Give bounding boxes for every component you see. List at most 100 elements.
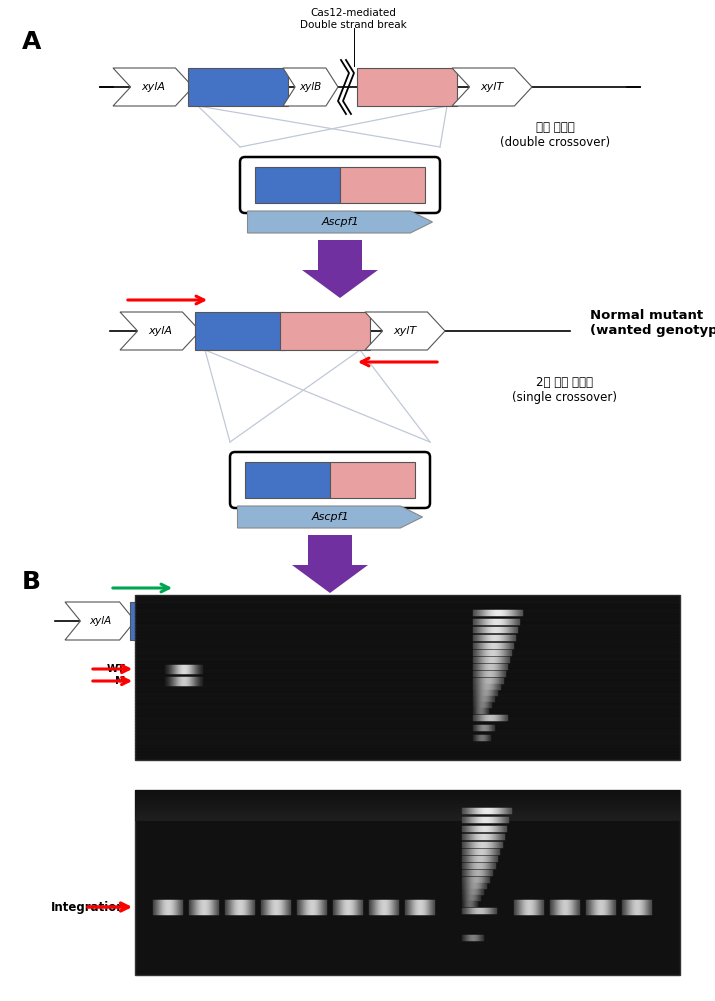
Bar (308, 535, 352, 565)
Bar (135, 724, 680, 726)
Bar (135, 604, 680, 606)
Bar (135, 673, 680, 675)
Bar (135, 655, 680, 657)
Bar (135, 819, 680, 821)
Bar (330, 462, 415, 498)
Bar (135, 595, 680, 597)
Bar (135, 736, 680, 738)
Bar (135, 622, 680, 624)
Bar (135, 742, 680, 744)
Bar (135, 676, 680, 678)
Bar (340, 167, 425, 203)
Bar (135, 661, 680, 663)
Bar (135, 804, 680, 806)
Bar (135, 748, 680, 750)
Bar (135, 811, 680, 813)
Bar (135, 721, 680, 723)
Bar (135, 715, 680, 717)
Bar (135, 700, 680, 702)
Bar (135, 733, 680, 735)
Bar (135, 706, 680, 708)
Text: 상동 재조합
(double crossover): 상동 재조합 (double crossover) (500, 121, 610, 149)
Polygon shape (292, 565, 368, 593)
Bar (135, 812, 680, 814)
Polygon shape (247, 211, 433, 233)
Bar (135, 718, 680, 720)
Bar (135, 616, 680, 618)
Text: xylT: xylT (393, 326, 417, 336)
Bar (188, 68, 288, 106)
Text: B: B (22, 570, 41, 594)
Bar (195, 312, 285, 350)
Bar (135, 652, 680, 654)
Bar (135, 791, 680, 793)
Bar (135, 598, 680, 600)
Text: Ascpf1: Ascpf1 (321, 217, 359, 227)
Text: Integration: Integration (50, 901, 125, 914)
Bar (135, 646, 680, 648)
FancyBboxPatch shape (230, 452, 430, 508)
Text: xylB: xylB (300, 82, 322, 92)
Bar (135, 688, 680, 690)
Bar (135, 817, 680, 819)
Text: xylT: xylT (480, 82, 503, 92)
Text: xylA: xylA (141, 82, 165, 92)
Bar (357, 68, 457, 106)
Bar (135, 757, 680, 759)
Bar (135, 802, 680, 804)
Text: WT: WT (107, 664, 125, 674)
Polygon shape (65, 602, 135, 640)
Bar (135, 664, 680, 666)
Polygon shape (113, 68, 193, 106)
Bar (135, 697, 680, 699)
Bar (135, 809, 680, 811)
Bar (135, 694, 680, 696)
Polygon shape (237, 506, 423, 528)
Bar (135, 818, 680, 820)
Text: xylT: xylT (609, 616, 631, 626)
Bar (280, 312, 370, 350)
Bar (135, 634, 680, 636)
Bar (500, 602, 590, 640)
Bar (135, 619, 680, 621)
Bar (135, 691, 680, 693)
Text: M: M (114, 676, 125, 686)
Bar (135, 790, 680, 792)
Bar (135, 643, 680, 645)
Bar (135, 745, 680, 747)
Text: 2차 상동 재조합
(single crossover): 2차 상동 재조합 (single crossover) (513, 376, 618, 404)
Bar (135, 793, 680, 795)
Bar (255, 167, 340, 203)
Bar (135, 649, 680, 651)
Bar (135, 601, 680, 603)
Bar (135, 815, 680, 817)
Bar (135, 703, 680, 705)
Bar (135, 796, 680, 798)
Bar (135, 794, 680, 796)
Bar (135, 670, 680, 672)
Bar (135, 682, 680, 684)
Polygon shape (365, 312, 445, 350)
Text: Cas12-mediated
Double strand break: Cas12-mediated Double strand break (300, 8, 407, 30)
Bar (135, 607, 680, 609)
Bar (135, 685, 680, 687)
Bar (130, 602, 180, 640)
Bar (135, 810, 680, 812)
Bar (135, 679, 680, 681)
Bar (135, 613, 680, 615)
Bar (135, 801, 680, 803)
FancyBboxPatch shape (240, 157, 440, 213)
Bar (135, 709, 680, 711)
Text: xylA: xylA (89, 616, 111, 626)
Polygon shape (302, 270, 378, 298)
Bar (410, 602, 500, 640)
Bar (135, 800, 680, 802)
Bar (135, 640, 680, 642)
Bar (135, 797, 680, 799)
Bar (135, 727, 680, 729)
Bar (135, 807, 680, 809)
Bar (180, 602, 230, 640)
Bar (135, 610, 680, 612)
Bar (135, 595, 680, 760)
Bar (135, 795, 680, 797)
